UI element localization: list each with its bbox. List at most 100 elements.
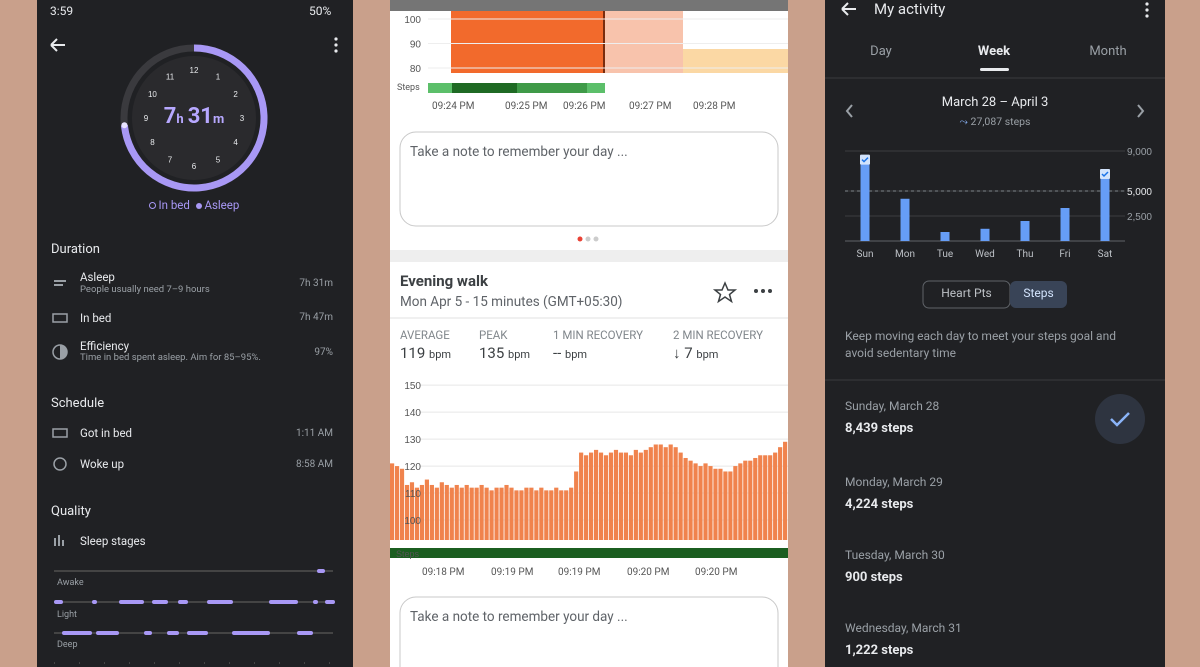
legend-dot [148, 202, 156, 209]
menu-icon[interactable] [334, 37, 338, 53]
pager-dot[interactable] [577, 236, 583, 242]
item-label: Efficiency [80, 339, 130, 353]
stat-value: ↓ 7 bpm [673, 344, 719, 362]
stat-label: AVERAGE [400, 328, 450, 342]
item-value: 1:11 AM [295, 428, 333, 439]
item-value: 97% [314, 347, 333, 358]
bar [484, 487, 489, 540]
pager-dot[interactable] [593, 236, 599, 242]
item-label: Asleep [80, 270, 115, 284]
bar [419, 484, 425, 540]
bar [519, 490, 524, 540]
screen-title: My activity [874, 0, 946, 18]
bar [524, 487, 529, 540]
bar [718, 468, 723, 540]
bar [489, 490, 494, 540]
star-icon[interactable] [712, 281, 738, 304]
sleep-screen: 12 1 2 3 4 5 6 7 8 9 10 11 3:59 50% 7h 31m In bed A… [37, 0, 353, 667]
bar [673, 447, 678, 540]
bar [768, 455, 773, 540]
bar [738, 463, 743, 540]
stage-label: Light [57, 610, 77, 620]
bar [549, 490, 554, 540]
bar [564, 490, 569, 540]
m-unit: m [212, 112, 225, 127]
bar [623, 452, 628, 540]
x-tick-label: Thu [1016, 249, 1034, 260]
day-date: Monday, March 29 [845, 475, 943, 489]
back-icon[interactable] [50, 38, 65, 52]
heart-rate-chart: 100 110 120 130 140 150 Steps [390, 381, 788, 559]
bar [658, 444, 663, 540]
toggle-button[interactable] [1010, 281, 1067, 308]
stage-label: Deep [57, 640, 78, 650]
bar [758, 455, 763, 540]
bar [940, 232, 950, 241]
workout-graphics: 100 110 120 130 140 150 Steps 100 90 80 [390, 0, 788, 667]
note-placeholder[interactable]: Take a note to remember your day ... [410, 609, 628, 625]
note-box[interactable] [399, 131, 779, 227]
sleep-total: 7h 31m [144, 104, 244, 129]
bar [449, 487, 454, 540]
clock-number: 12 [190, 66, 199, 75]
tab[interactable]: Month [1089, 44, 1127, 59]
steps-strip [452, 83, 517, 93]
bar [900, 198, 910, 241]
day-steps: 1,222 steps [845, 643, 914, 658]
bar [618, 452, 624, 540]
x-tick-label: Fri [1059, 249, 1071, 260]
minutes: 31 [187, 104, 213, 129]
bar [409, 482, 415, 540]
more-icon[interactable] [754, 289, 772, 293]
arc-end [121, 122, 128, 129]
bar [593, 449, 599, 540]
zone-divider [603, 11, 605, 73]
toggle-label[interactable]: Steps [1023, 286, 1054, 300]
clock-number: 10 [148, 90, 157, 99]
tab[interactable]: Week [977, 44, 1011, 59]
item-value: 8:58 AM [295, 459, 333, 470]
time-label: 09:27 PM [629, 101, 672, 112]
prev-icon[interactable] [845, 104, 853, 118]
bar [424, 479, 429, 540]
hypno-track [54, 570, 333, 664]
goal-badge [1095, 394, 1145, 444]
bar [733, 466, 738, 540]
bar [554, 487, 559, 540]
bar [1020, 221, 1030, 241]
y-tick-label: 100 [404, 516, 421, 527]
bar [499, 487, 504, 540]
pager-dot[interactable] [585, 236, 591, 242]
steps-strip [517, 83, 587, 93]
zone-block [605, 11, 683, 73]
tip: Keep moving each day to meet your steps … [845, 329, 1116, 360]
workout-title: Evening walk [400, 272, 488, 290]
x-tick-label: Sun [856, 249, 874, 260]
section-title: Duration [51, 242, 100, 257]
note-placeholder[interactable]: Take a note to remember your day ... [410, 144, 628, 160]
bar [678, 452, 683, 540]
toggle-label[interactable]: Heart Pts [941, 286, 992, 300]
next-icon[interactable] [1137, 104, 1145, 118]
bar [469, 487, 474, 540]
unit: bpm [696, 348, 719, 361]
bar [603, 455, 609, 540]
bar [529, 487, 534, 540]
tab[interactable]: Day [870, 44, 892, 59]
bar [474, 487, 479, 540]
bar [509, 487, 514, 540]
bar [608, 452, 614, 540]
x-tick-label: 09:19 PM [558, 567, 601, 578]
workout-screen: 100 110 120 130 140 150 Steps 100 90 80 Steps 09… [390, 0, 788, 667]
menu-icon[interactable] [1145, 2, 1149, 18]
note-box[interactable] [399, 596, 779, 667]
bar [584, 455, 589, 540]
y-tick-label: 140 [404, 408, 421, 419]
y-tick-label: 150 [404, 381, 421, 392]
back-icon[interactable] [841, 2, 856, 16]
steps-strip [390, 548, 788, 558]
hypnogram [54, 569, 335, 635]
bar [574, 471, 579, 540]
steps-icon: ⤳ [959, 115, 968, 128]
